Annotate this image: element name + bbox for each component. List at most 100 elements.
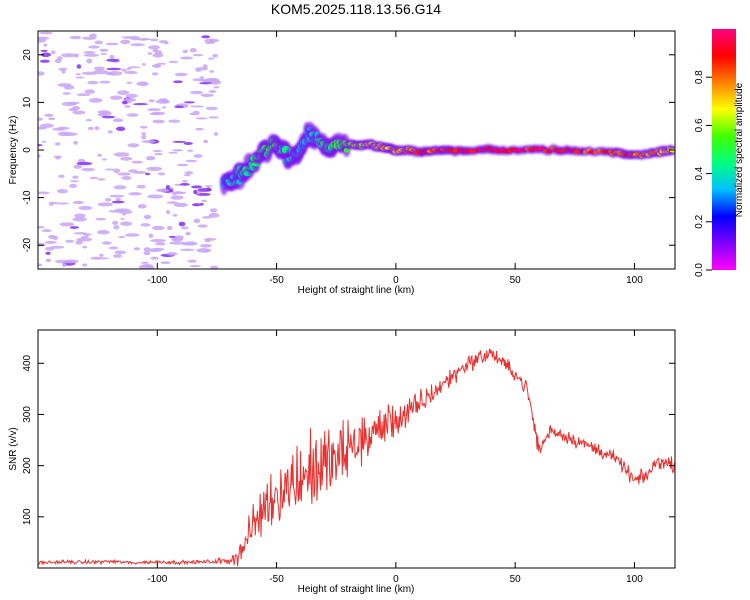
- noise-blob-153: [94, 66, 105, 71]
- noise-blob-229: [204, 41, 215, 45]
- noise-blob-246: [183, 174, 191, 177]
- noise-blob-241: [152, 72, 159, 76]
- noise-blob-126: [166, 252, 178, 256]
- snr-y-tick-label-2: 300: [22, 406, 33, 423]
- noise-blob-130: [173, 191, 182, 195]
- noise-blob-265: [94, 126, 100, 131]
- noise-blob-22: [75, 76, 85, 79]
- noise-blob-339: [121, 176, 132, 180]
- noise-blob-220: [133, 247, 141, 251]
- spectrogram-x-tick-label-2: 0: [393, 275, 399, 286]
- noise-blob-323: [204, 185, 213, 188]
- noise-blob-270: [109, 54, 115, 60]
- spectrogram-x-tick-label-0: -100: [147, 275, 167, 286]
- noise-blob-301: [94, 40, 103, 45]
- noise-blob-16: [120, 39, 131, 45]
- noise-blob-151: [55, 156, 60, 160]
- snr-y-tick-label-3: 400: [22, 354, 33, 371]
- snr-plot-area: [38, 330, 675, 568]
- noise-blob-330: [121, 68, 127, 72]
- noise-blob-44: [60, 53, 77, 58]
- noise-blob-62: [41, 229, 52, 233]
- noise-blob-228: [179, 183, 190, 186]
- spectrogram-y-tick-label-0: -20: [22, 238, 33, 253]
- noise-blob-104: [140, 223, 151, 227]
- noise-blob-331: [205, 187, 212, 192]
- noise-blob-243: [168, 151, 178, 154]
- noise-blob-37: [125, 93, 138, 98]
- snr-frame: [37, 329, 676, 569]
- noise-blob-103: [109, 194, 125, 198]
- echo-core-229: [669, 148, 675, 153]
- noise-blob-242: [122, 97, 137, 102]
- snr-x-tick-label-0: -100: [147, 574, 167, 585]
- noise-blob-23: [88, 98, 103, 103]
- snr-y-label: SNR (v/v): [8, 427, 19, 470]
- noise-blob-38: [84, 235, 89, 238]
- noise-blob-299: [48, 117, 56, 121]
- noise-blob-50: [173, 202, 188, 207]
- noise-blob-324: [199, 82, 212, 85]
- noise-blob-297: [141, 140, 156, 144]
- noise-blob-247: [45, 258, 52, 263]
- noise-blob-114: [113, 168, 121, 174]
- noise-blob-99: [172, 140, 187, 143]
- noise-blob-189: [101, 158, 108, 161]
- noise-blob-329: [204, 78, 217, 82]
- noise-blob-311: [94, 257, 110, 260]
- noise-blob-93: [117, 90, 130, 95]
- snr-y-ticks: 100 200 300 400: [22, 354, 675, 525]
- noise-blob-295: [156, 188, 170, 193]
- noise-blob-210: [38, 144, 43, 147]
- snr-panel: -100 -50 0 50 100 100 200 300 400 Height of str…: [8, 329, 676, 595]
- noise-blob-267: [85, 118, 92, 122]
- noise-blob-105: [38, 191, 50, 195]
- noise-blob-322: [76, 237, 93, 242]
- noise-blob-109: [143, 214, 152, 220]
- noise-blob-293: [192, 78, 206, 82]
- noise-blob-89: [118, 236, 126, 239]
- noise-blob-325: [140, 38, 151, 41]
- noise-blob-310: [54, 58, 62, 64]
- noise-blob-208: [50, 245, 65, 249]
- noise-blob-274: [165, 210, 171, 215]
- echo-core-99: [343, 147, 350, 153]
- noise-blob-213: [174, 105, 185, 109]
- noise-blob-313: [115, 126, 126, 131]
- noise-blob-251: [99, 253, 104, 257]
- noise-blob-9: [184, 101, 195, 104]
- noise-blob-328: [150, 256, 159, 260]
- noise-blob-159: [167, 225, 173, 231]
- snr-series-line: [38, 348, 675, 567]
- spectrogram-x-ticks: -100 -50 0 50 100: [147, 31, 643, 286]
- spectrogram-x-tick-label-4: 100: [626, 275, 643, 286]
- noise-blob-211: [56, 126, 70, 130]
- noise-blob-279: [113, 185, 127, 190]
- noise-blob-147: [203, 139, 209, 144]
- snr-x-tick-label-1: -50: [269, 574, 284, 585]
- noise-blob-308: [58, 67, 68, 71]
- noise-blob-283: [182, 179, 188, 183]
- noise-blob-133: [207, 57, 215, 60]
- noise-blob-318: [163, 41, 169, 45]
- noise-blob-216: [84, 89, 96, 94]
- noise-blob-143: [160, 261, 171, 265]
- noise-blob-128: [73, 140, 78, 145]
- noise-blob-165: [104, 198, 112, 202]
- noise-blob-312: [137, 204, 147, 209]
- noise-blob-218: [110, 95, 123, 100]
- snr-x-label: Height of straight line (km): [298, 584, 415, 595]
- noise-blob-40: [136, 184, 146, 189]
- noise-blob-152: [126, 67, 132, 70]
- colorbar-tick-label-0: 0.0: [694, 263, 705, 277]
- noise-blob-314: [204, 249, 210, 253]
- noise-blob-29: [130, 36, 141, 41]
- noise-blob-264: [115, 197, 122, 202]
- noise-blob-327: [73, 232, 88, 235]
- noise-blob-188: [200, 244, 212, 248]
- noise-blob-14: [128, 66, 141, 69]
- noise-blob-316: [61, 101, 77, 107]
- noise-blob-52: [172, 214, 178, 217]
- noise-blob-121: [148, 99, 155, 103]
- noise-blob-129: [182, 241, 198, 246]
